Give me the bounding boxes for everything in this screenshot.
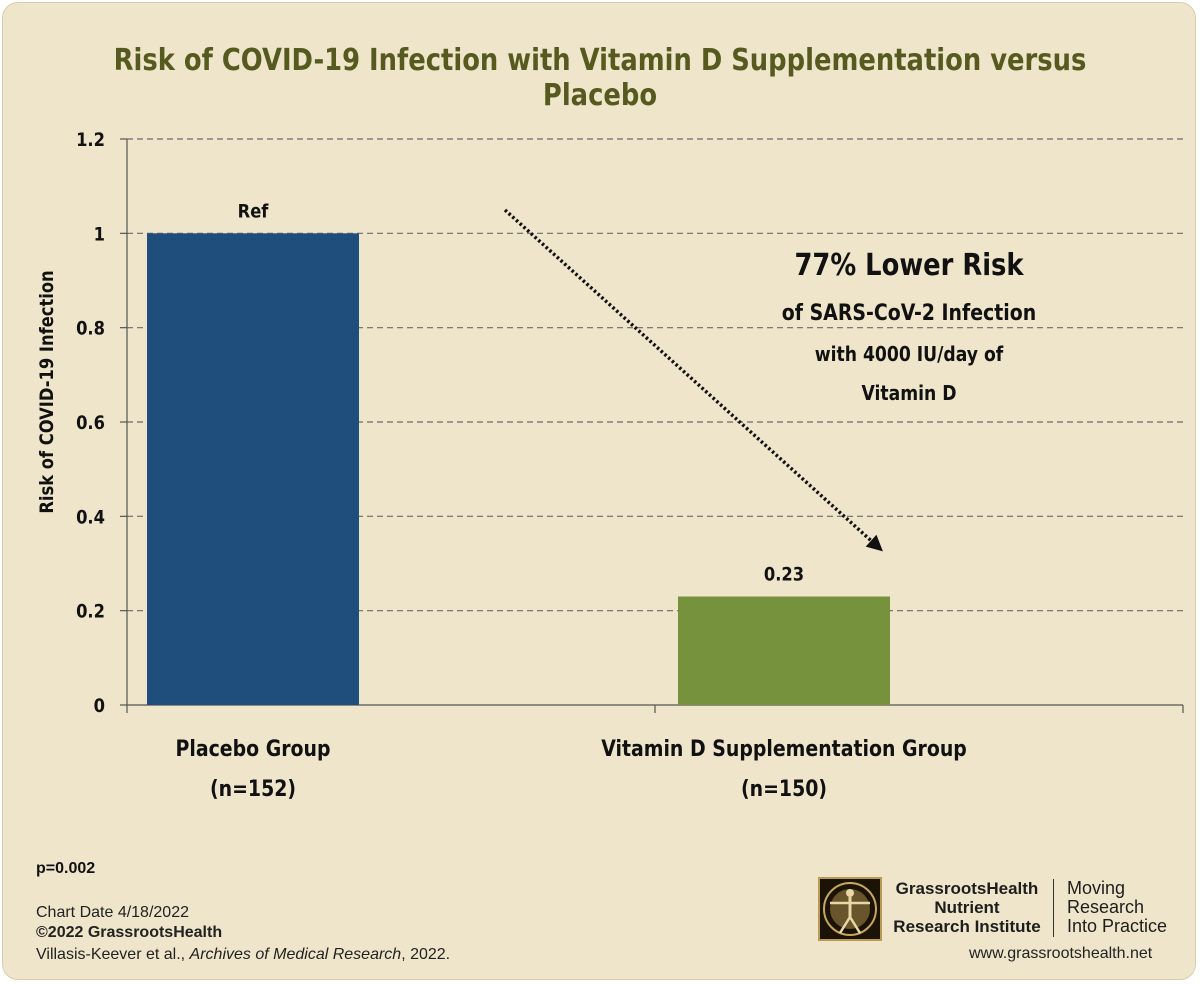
- annotation-line2: with 4000 IU/day of: [815, 344, 1004, 367]
- trend-arrow-head: [865, 534, 883, 552]
- y-tick-label: 0.6: [76, 413, 105, 434]
- chart-canvas: 0 0.2 0.4 0.6 0.8 1 1.2 Ref 0.23 Placebo Group (…: [37, 130, 1184, 802]
- risk-annotation: 77% Lower Risk of SARS-CoV-2 Infection w…: [782, 247, 1036, 405]
- trend-arrow-line: [503, 208, 879, 548]
- y-tick-label: 0.4: [76, 507, 105, 528]
- tagline-line3: Into Practice: [1067, 916, 1168, 936]
- y-tick-label: 1: [94, 224, 105, 245]
- x-category-n: (n=152): [210, 776, 296, 802]
- y-tick-label: 0: [94, 696, 105, 717]
- citation-journal: Archives of Medical Research: [189, 946, 402, 963]
- tagline: Moving Research Into Practice: [1067, 879, 1187, 936]
- citation-year: , 2022.: [401, 946, 451, 963]
- org-line3: Research Institute: [893, 917, 1041, 936]
- copyright: ©2022 GrassrootsHealth: [36, 924, 223, 941]
- citation-authors: Villasis-Keever et al.,: [36, 946, 190, 963]
- website-link[interactable]: www.grassrootshealth.net: [969, 945, 1153, 962]
- bars: [147, 233, 890, 706]
- y-tick-label: 0.2: [76, 602, 105, 623]
- x-category-label: Placebo Group: [175, 736, 330, 762]
- annotation-line1: of SARS-CoV-2 Infection: [782, 300, 1036, 326]
- value-labels: Ref 0.23: [238, 201, 805, 586]
- y-tick-label: 1.2: [76, 130, 105, 151]
- y-tick-labels: 0 0.2 0.4 0.6 0.8 1 1.2: [76, 130, 105, 717]
- org-line2: Nutrient: [934, 898, 1000, 917]
- citation: Villasis-Keever et al., Archives of Medi…: [36, 946, 450, 964]
- logo-divider: [1053, 879, 1054, 937]
- bar-vitamin-d: [678, 596, 890, 705]
- y-axis-label: Risk of COVID-19 Infection: [37, 270, 58, 513]
- org-line1: GrassrootsHealth: [895, 879, 1039, 898]
- annotation-headline: 77% Lower Risk: [794, 247, 1024, 282]
- bar-placebo: [147, 233, 359, 706]
- p-value: p=0.002: [36, 860, 96, 877]
- tagline-line1: Moving: [1067, 878, 1126, 898]
- x-category-labels: Placebo Group (n=152) Vitamin D Supplement…: [175, 736, 966, 802]
- org-name: GrassrootsHealth Nutrient Research Insti…: [887, 879, 1047, 936]
- annotation-line3: Vitamin D: [861, 383, 956, 406]
- x-category-label: Vitamin D Supplementation Group: [601, 736, 967, 762]
- chart-date: Chart Date 4/18/2022: [36, 904, 189, 921]
- bar-value-label: Ref: [238, 201, 269, 222]
- x-category-n: (n=150): [741, 776, 827, 802]
- tagline-line2: Research: [1067, 897, 1145, 917]
- bar-value-label: 0.23: [764, 564, 804, 585]
- vitruvian-man-icon: [818, 877, 882, 941]
- y-tick-label: 0.8: [76, 319, 105, 340]
- trend-arrow: [503, 208, 883, 552]
- chart-title: Risk of COVID-19 Infection with Vitamin …: [113, 43, 1087, 113]
